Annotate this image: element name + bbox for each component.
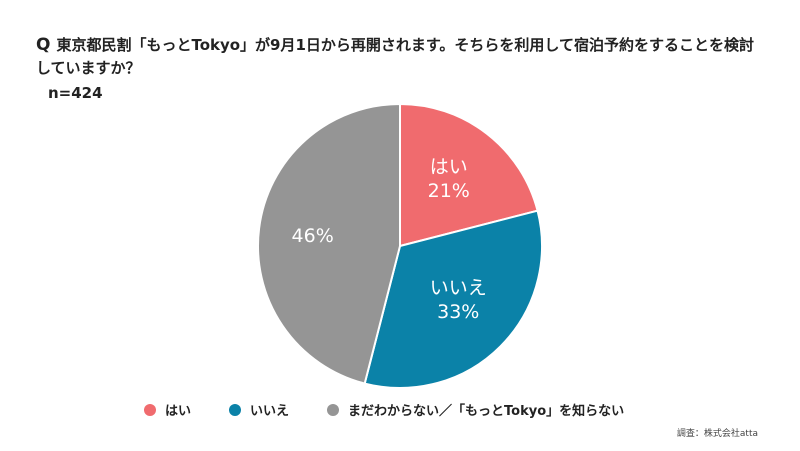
legend-swatch-undecided xyxy=(327,403,340,416)
sample-size: n=424 xyxy=(48,84,103,102)
pie-slice-yes xyxy=(399,102,539,248)
slice-value-yes: 21% xyxy=(428,180,470,202)
slice-value-no: 33% xyxy=(437,301,479,323)
chart-title: Q 東京都民割「もっとTokyo」が9月1日から再開されます。そちらを利用して宿泊… xyxy=(36,34,766,80)
legend-item-yes: はい xyxy=(144,400,191,419)
pie-slice-no xyxy=(363,209,543,389)
pie-slice-undecided xyxy=(257,102,401,385)
source-credit: 調査：株式会社atta xyxy=(676,429,758,439)
legend-swatch-no xyxy=(229,403,242,416)
legend-swatch-yes xyxy=(144,403,156,416)
question-text: 東京都民割「もっとTokyo」が9月1日から再開されます。そちらを利用して宿泊予… xyxy=(36,36,754,77)
legend-label-undecided: まだわからない／「もっとTokyo」を知らない xyxy=(348,404,625,419)
legend-label-yes: はい xyxy=(165,404,192,419)
question-mark: Q xyxy=(36,35,51,55)
slice-label-yes: はい xyxy=(430,156,468,178)
slice-value-undecided: 46% xyxy=(292,225,334,247)
legend-label-no: いいえ xyxy=(250,404,290,419)
slice-label-no: いいえ xyxy=(430,277,487,299)
legend: はい いいえ まだわからない／「もっとTokyo」を知らない xyxy=(144,400,662,419)
legend-item-undecided: まだわからない／「もっとTokyo」を知らない xyxy=(327,400,624,419)
legend-item-no: いいえ xyxy=(229,400,289,419)
